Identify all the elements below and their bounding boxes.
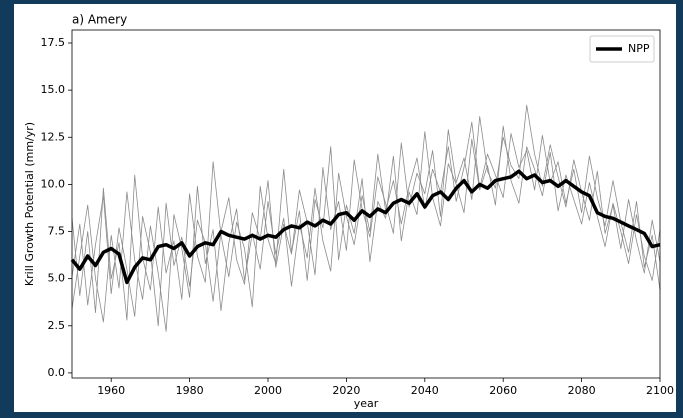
y-tick-label: 15.0: [41, 83, 66, 96]
series-line: [70, 169, 661, 285]
plot-frame: [71, 29, 661, 379]
x-tick-label: 2060: [489, 384, 517, 397]
x-tick-label: 2100: [646, 384, 674, 397]
y-tick-label: 7.5: [48, 225, 66, 238]
y-tick-label: 12.5: [41, 130, 66, 143]
ensemble-line: [71, 104, 661, 327]
y-tick-label: 10.0: [41, 177, 66, 190]
x-tick-label: 1960: [97, 384, 125, 397]
chart-title: a) Amery: [72, 13, 127, 27]
x-tick-label: 2040: [411, 384, 439, 397]
x-tick-label: 2000: [254, 384, 282, 397]
y-tick-label: 2.5: [48, 319, 66, 332]
legend-label: NPP: [628, 42, 650, 55]
y-tick-label: 17.5: [41, 36, 66, 49]
x-tick-label: 2020: [332, 384, 360, 397]
y-axis-label: Krill Growth Potential (mm/yr): [23, 122, 36, 286]
x-tick-label: 1980: [176, 384, 204, 397]
y-tick-label: 0.0: [48, 366, 66, 379]
x-axis-label: year: [354, 397, 379, 410]
x-tick-label: 2080: [568, 384, 596, 397]
y-tick-label: 5.0: [48, 272, 66, 285]
